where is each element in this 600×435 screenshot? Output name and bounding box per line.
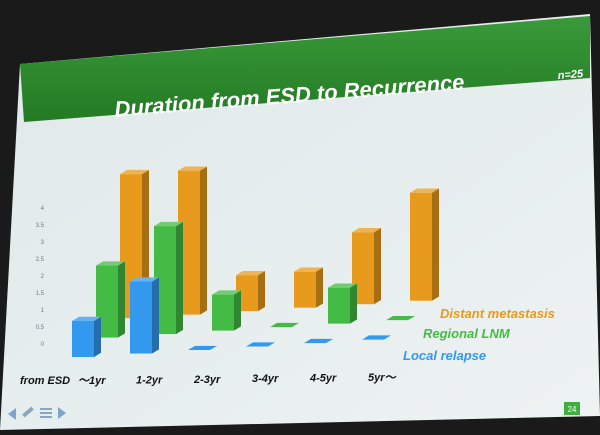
y-tick-label: 0.5	[36, 325, 45, 331]
y-tick-label: 4	[41, 206, 45, 212]
bar-front-face	[130, 281, 152, 354]
bars-group	[72, 166, 439, 357]
bar-front-face	[236, 275, 258, 312]
bar-distant-metastasis-3	[294, 267, 323, 308]
x-axis-prefix-label: from ESD	[20, 375, 70, 387]
bar-front-face	[410, 192, 432, 301]
legend: Distant metastasis Regional LNM Local rela…	[403, 306, 555, 363]
bar-zero-marker	[270, 322, 299, 328]
bar-top-face	[72, 316, 101, 321]
bar-top-face	[236, 270, 265, 276]
x-tick-label: 2-3yr	[193, 374, 221, 386]
y-tick-label: 2.5	[36, 257, 45, 263]
bar-side-face	[258, 270, 265, 312]
bar-top-face	[154, 221, 183, 227]
bar-local-relapse-3	[246, 342, 275, 347]
bar-distant-metastasis-5	[410, 188, 439, 301]
bar-top-face	[120, 169, 149, 175]
slide-nav-toolbar	[8, 406, 66, 420]
back-arrow-icon[interactable]	[8, 408, 16, 420]
bar-local-relapse-4	[304, 338, 333, 344]
bar-side-face	[350, 283, 357, 324]
y-tick-label: 1.5	[36, 291, 45, 297]
bar-zero-marker	[188, 345, 217, 351]
bar-side-face	[374, 228, 381, 305]
bar-distant-metastasis-2	[236, 270, 265, 312]
y-tick-label: 2	[41, 274, 45, 280]
bar-side-face	[234, 290, 241, 331]
menu-icon[interactable]	[40, 408, 52, 418]
bar-distant-metastasis-1	[178, 166, 207, 315]
bar-local-relapse-0	[72, 316, 101, 357]
legend-entry-regional-lnm: Regional LNM	[423, 326, 511, 341]
x-tick-label: 〜1yr	[78, 375, 106, 387]
legend-entry-local-relapse: Local relapse	[403, 348, 486, 363]
bar-regional-lnm-3	[270, 322, 299, 328]
bar-local-relapse-5	[362, 335, 391, 340]
y-axis: 0 0.5 1 1.5 2 2.5 3 3.5 4	[36, 206, 45, 348]
bar-top-face	[96, 261, 125, 266]
title-banner	[20, 16, 590, 122]
x-axis: from ESD 〜1yr 1-2yr 2-3yr 3-4yr 4-5yr 5yr〜	[20, 372, 398, 387]
bar-local-relapse-2	[188, 345, 217, 351]
bar-top-face	[410, 188, 439, 193]
bar-side-face	[176, 221, 183, 335]
bar-top-face	[178, 166, 207, 171]
legend-entry-distant-metastasis: Distant metastasis	[440, 306, 555, 321]
bar-regional-lnm-4	[328, 283, 357, 324]
bar-distant-metastasis-4	[352, 228, 381, 305]
bar-front-face	[294, 271, 316, 308]
bar-front-face	[352, 232, 374, 305]
page-number: 24	[568, 405, 577, 414]
bar-top-face	[352, 228, 381, 233]
x-tick-label: 3-4yr	[252, 373, 279, 385]
y-tick-label: 1	[41, 308, 45, 314]
bar-regional-lnm-5	[386, 315, 415, 321]
bar-side-face	[118, 261, 125, 338]
bar-local-relapse-1	[130, 277, 159, 354]
bar-zero-marker	[386, 315, 415, 321]
forward-arrow-icon[interactable]	[58, 407, 66, 419]
bar-zero-marker	[362, 335, 391, 340]
bar-front-face	[96, 265, 118, 338]
bar-top-face	[328, 283, 357, 288]
bar-regional-lnm-0	[96, 261, 125, 338]
bar-front-face	[212, 294, 234, 331]
bar-front-face	[178, 170, 200, 315]
x-tick-label: 1-2yr	[136, 374, 163, 386]
bar-top-face	[130, 277, 159, 282]
page-badge	[564, 402, 580, 415]
bar-front-face	[72, 321, 94, 357]
bar-side-face	[94, 316, 101, 357]
sample-size-label: n=25	[557, 68, 584, 82]
bar-side-face	[316, 267, 323, 308]
bar-side-face	[200, 166, 207, 315]
bar-regional-lnm-2	[212, 290, 241, 331]
x-tick-label: 5yr〜	[368, 372, 398, 384]
bar-front-face	[328, 287, 350, 324]
bar-zero-marker	[246, 342, 275, 347]
bar-front-face	[154, 226, 176, 335]
bar-regional-lnm-1	[154, 221, 183, 335]
bar-top-face	[294, 267, 323, 272]
bar-side-face	[152, 277, 159, 354]
pen-icon[interactable]	[22, 406, 34, 418]
y-tick-label: 0	[41, 342, 45, 348]
bar-side-face	[432, 188, 439, 301]
x-tick-label: 4-5yr	[309, 373, 337, 385]
y-tick-label: 3	[41, 240, 45, 246]
bar-zero-marker	[304, 338, 333, 344]
bar-top-face	[212, 290, 241, 295]
y-tick-label: 3.5	[36, 223, 45, 229]
